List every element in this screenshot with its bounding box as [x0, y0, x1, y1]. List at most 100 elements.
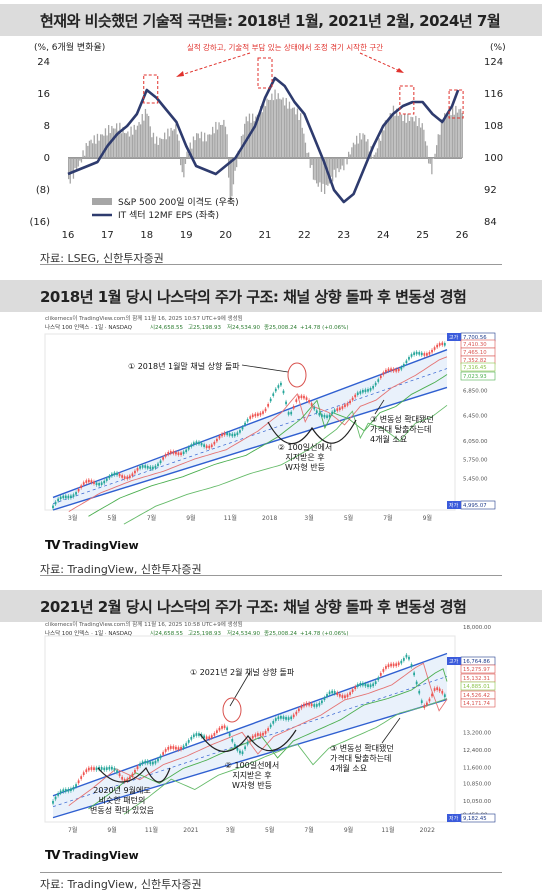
deviation-bar: [437, 134, 439, 158]
tv-ohlc-o: 시24,658.55: [150, 631, 184, 637]
deviation-bar: [140, 124, 142, 158]
deviation-bar: [197, 133, 199, 158]
candle-body: [387, 368, 390, 372]
candle-body: [116, 472, 118, 476]
candle-body: [90, 480, 93, 483]
tv-ohlc-l: 저24,534.90: [227, 323, 261, 331]
deviation-bar: [88, 140, 91, 158]
deviation-bar: [282, 97, 284, 158]
deviation-bar: [183, 158, 185, 178]
deviation-bar: [96, 133, 99, 158]
price-label: 7,316.45: [463, 365, 487, 371]
candle-body: [205, 445, 208, 449]
deviation-bar: [394, 115, 396, 158]
deviation-bar: [396, 108, 398, 158]
candle-body: [303, 395, 305, 399]
deviation-bar: [439, 134, 441, 158]
candle-body: [151, 466, 154, 470]
candle-body: [318, 702, 321, 706]
candle-body: [423, 353, 426, 356]
deviation-bar: [120, 133, 123, 158]
deviation-bar: [296, 108, 299, 158]
candle-body: [167, 452, 170, 455]
deviation-bar: [324, 158, 326, 195]
x-tick-label: 7월: [147, 514, 156, 522]
candle-body: [333, 691, 336, 694]
price-label: 7,023.93: [463, 374, 487, 380]
deviation-bar: [292, 107, 294, 158]
candle-body: [118, 773, 121, 777]
breakout-circle: [222, 697, 242, 723]
candle-body: [154, 465, 157, 469]
candle-body: [310, 403, 313, 406]
annotation-arrow: [229, 671, 251, 707]
candle-body: [162, 457, 165, 460]
deviation-bar: [445, 117, 447, 158]
candle-body: [187, 740, 190, 743]
candle-body: [239, 430, 241, 433]
deviation-bar: [330, 158, 332, 177]
price-tick-label: 5,750.00: [463, 458, 488, 464]
deviation-bar: [290, 108, 292, 158]
candle-body: [433, 347, 436, 350]
deviation-bar: [181, 158, 183, 173]
x-tick-label: 24: [377, 230, 390, 241]
candle-body: [379, 673, 382, 676]
candle-body: [159, 755, 162, 759]
deviation-bar: [72, 158, 75, 179]
section-1-title: 현재와 비슷했던 기술적 국면들: 2018년 1월, 2021년 2월, 20…: [0, 4, 542, 36]
annotation-3: 가격대 탈출하는데: [370, 424, 431, 434]
candle-body: [256, 733, 259, 736]
deviation-bar: [423, 129, 425, 158]
candle-body: [344, 404, 346, 407]
deviation-bar: [260, 106, 262, 158]
tradingview-logo-2: 𝗧𝗩 TradingView: [45, 848, 139, 862]
deviation-bar: [314, 158, 316, 181]
candle-body: [210, 444, 213, 448]
candle-body: [70, 788, 72, 792]
deviation-bar: [444, 113, 446, 158]
deviation-bar: [264, 106, 267, 158]
annotation-1: ① 2021년 2월 채널 상향 돌파: [190, 667, 295, 677]
candle-body: [246, 419, 249, 422]
deviation-bar: [308, 152, 310, 158]
deviation-bar: [165, 139, 167, 158]
candle-body: [85, 480, 88, 483]
candle-body: [351, 689, 354, 693]
deviation-bar: [328, 158, 331, 184]
candle-body: [121, 776, 124, 780]
left-tick-label: 24: [37, 57, 50, 68]
candle-body: [164, 454, 167, 457]
tradingview-mark-icon: 𝗧𝗩: [45, 538, 61, 552]
candle-body: [218, 435, 221, 439]
price-tick-label: 6,050.00: [463, 439, 488, 445]
price-label-box: [460, 371, 496, 381]
deviation-bar: [95, 143, 97, 158]
candle-body: [151, 761, 154, 765]
arrow-left: [177, 52, 251, 77]
candle-body: [397, 662, 400, 666]
w-pattern-curve: [267, 419, 357, 445]
deviation-bar: [164, 132, 166, 158]
candle-body: [356, 392, 359, 395]
candle-body: [331, 411, 334, 415]
deviation-bar: [380, 140, 382, 158]
candle-body: [198, 441, 200, 445]
ma-200: [123, 404, 448, 525]
annotation-3: 4개월 소요: [370, 434, 407, 444]
candle-body: [341, 406, 344, 409]
deviation-bar: [373, 154, 375, 158]
candle-body: [123, 779, 126, 782]
deviation-bar: [146, 113, 148, 158]
candle-body: [190, 444, 193, 447]
deviation-bar: [455, 105, 457, 158]
tv-ohlc-c: 종25,008.24: [264, 324, 298, 331]
deviation-bar: [431, 158, 433, 175]
candle-body: [85, 769, 88, 773]
price-label: 14,526.42: [463, 693, 490, 699]
left-axis-label: (%, 6개월 변화율): [34, 41, 105, 53]
deviation-bar: [212, 126, 214, 158]
channel-upper: [52, 349, 448, 499]
tradingview-logo-1: 𝗧𝗩 TradingView: [45, 538, 139, 552]
candle-body: [313, 406, 316, 410]
